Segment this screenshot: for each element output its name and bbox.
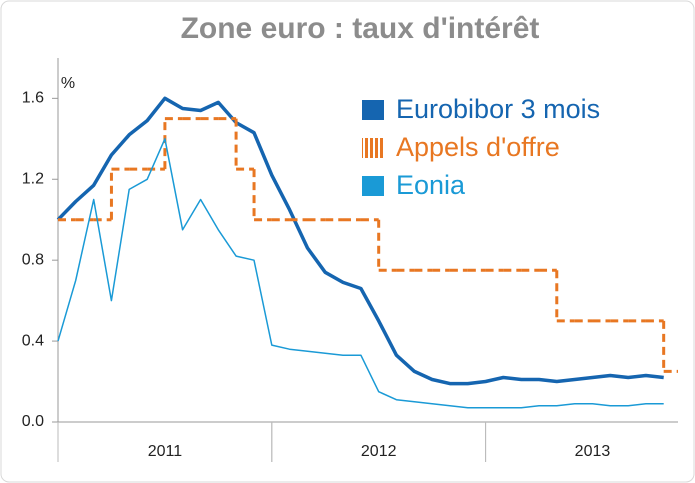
legend-label: Eonia: [396, 170, 466, 200]
y-unit: %: [61, 75, 75, 92]
legend-swatch: [362, 138, 384, 158]
x-tick-label: 2013: [575, 443, 611, 460]
y-tick-label: 0.8: [22, 251, 44, 268]
legend-label: Appels d'offre: [396, 132, 560, 162]
legend-swatch: [362, 176, 384, 196]
x-tick-label: 2011: [148, 443, 183, 460]
legend-swatch: [362, 100, 384, 120]
legend-label: Eurobibor 3 mois: [396, 94, 600, 124]
y-tick-label: 0.4: [22, 332, 44, 349]
chart-title: Zone euro : taux d'intérêt: [181, 12, 540, 45]
x-tick-label: 2012: [361, 443, 397, 460]
y-tick-label: 1.2: [22, 170, 44, 187]
y-tick-label: 0.0: [22, 413, 44, 430]
series-line: [57, 138, 664, 409]
series-line: [56, 96, 664, 386]
y-tick-label: 1.6: [22, 90, 44, 107]
